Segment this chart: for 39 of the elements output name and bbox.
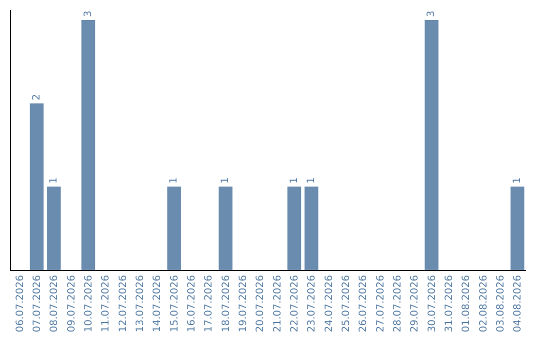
data-label: 1 [48,177,60,184]
x-tick-label: 17.07.2026 [204,275,215,332]
x-tick-label: 06.07.2026 [14,275,26,332]
x-tick-label: 09.07.2026 [66,275,78,332]
data-label: 3 [426,10,438,17]
x-tick-label: 14.07.2026 [152,275,164,332]
x-tick-label: 03.08.2026 [496,275,506,332]
x-tick-label: 15.07.2026 [169,275,180,332]
x-tick-label: 08.07.2026 [49,275,60,332]
x-tick-label: 27.07.2026 [375,275,386,332]
x-tick-label: 16.07.2026 [186,275,198,332]
x-tick-label: 12.07.2026 [118,275,129,332]
x-tick-label: 23.07.2026 [306,275,318,332]
x-tick-label: 01.08.2026 [461,275,472,332]
x-tick-label: 22.07.2026 [290,275,300,332]
data-label: 1 [168,177,180,184]
x-tick-label: 30.07.2026 [426,275,438,332]
data-label: 2 [31,94,42,100]
x-tick-label: 24.07.2026 [324,275,335,332]
x-tick-label: 18.07.2026 [220,275,232,332]
x-tick-label: 19.07.2026 [238,275,249,332]
data-label: 1 [220,177,232,184]
x-tick-label: 29.07.2026 [410,275,421,332]
data-label: 3 [82,10,94,17]
data-label: 1 [512,177,523,184]
data-label: 1 [306,177,317,184]
x-tick-label: 11.07.2026 [100,275,112,332]
x-tick-label: 31.07.2026 [444,275,455,332]
x-tick-label: 28.07.2026 [392,275,404,332]
x-tick-label: 04.08.2026 [512,275,524,332]
x-tick-label: 26.07.2026 [358,275,370,332]
data-label: 1 [288,177,300,184]
x-tick-label: 25.07.2026 [341,275,352,332]
x-tick-label: 10.07.2026 [84,275,94,332]
x-tick-label: 21.07.2026 [272,275,284,332]
x-tick-label: 07.07.2026 [32,275,43,332]
x-tick-label: 13.07.2026 [135,275,146,332]
x-tick-label: 20.07.2026 [255,275,266,332]
x-tick-label: 02.08.2026 [478,275,490,332]
